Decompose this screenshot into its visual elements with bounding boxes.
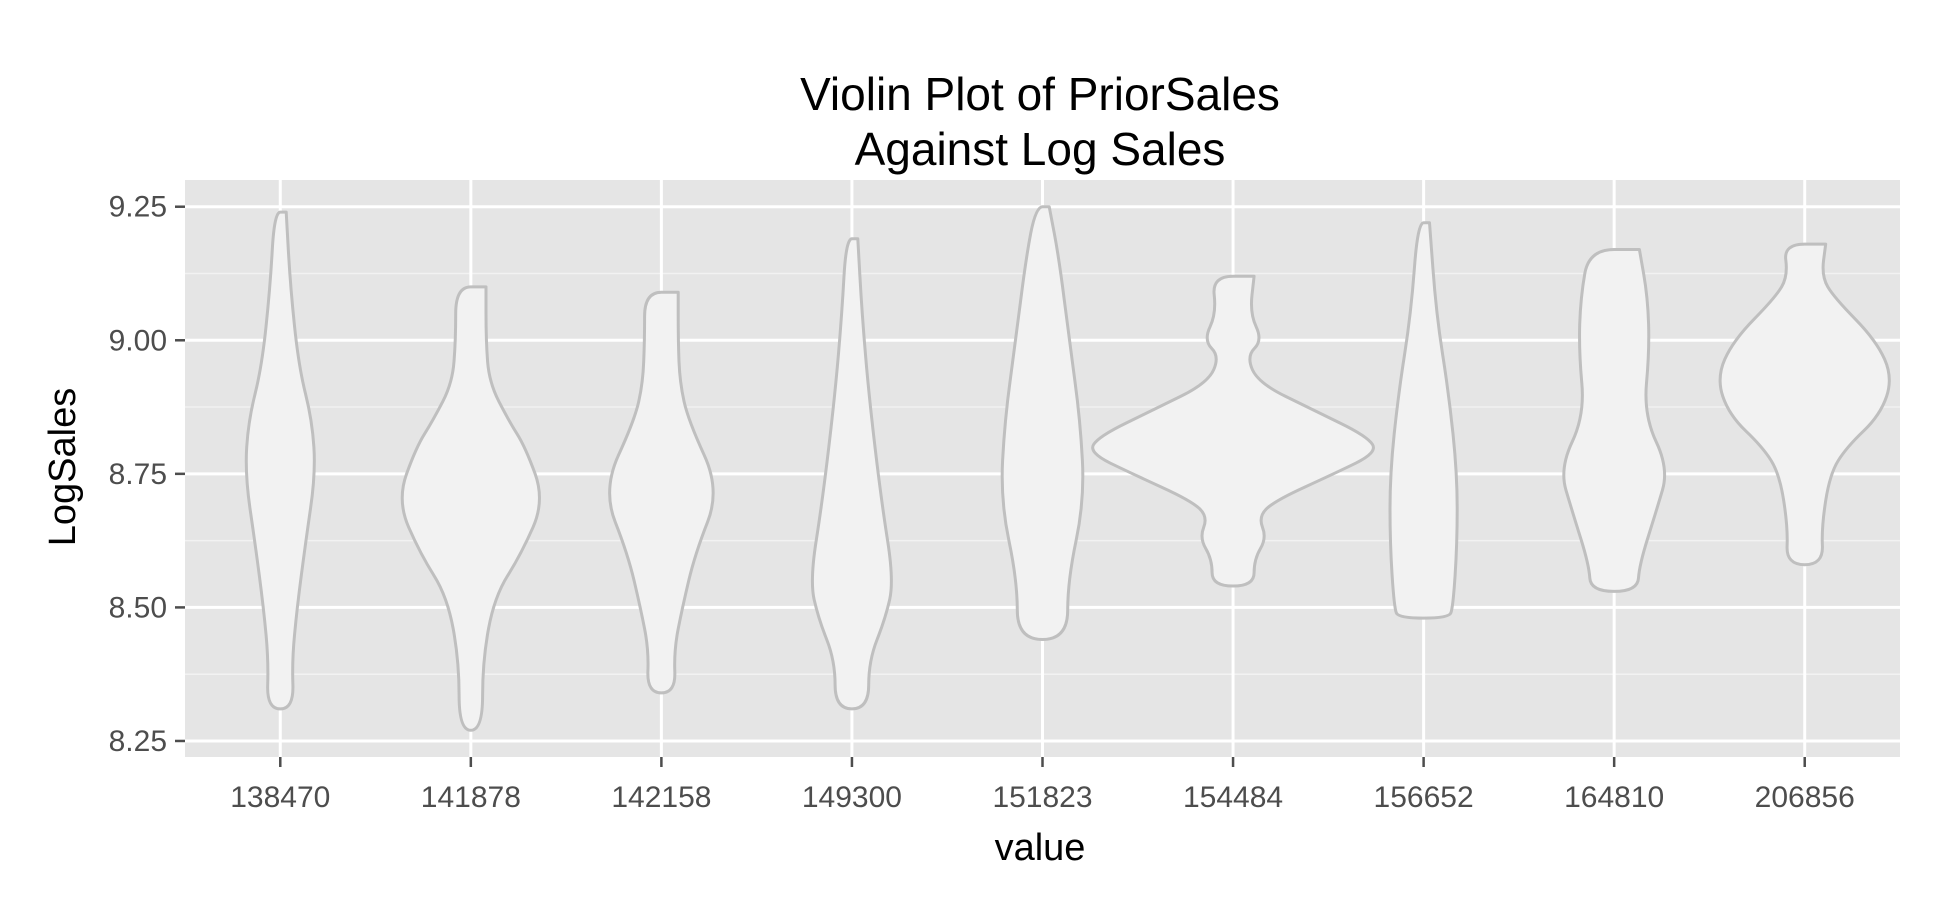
- x-axis: 138470 141878 142158 149300 151823 154484 1566…: [230, 757, 1855, 814]
- y-tick-label: 8.25: [109, 725, 167, 758]
- x-tick-label: 142158: [611, 781, 711, 814]
- violin-164810: [1562, 248, 1667, 593]
- violin-206856: [1718, 242, 1891, 567]
- violin-141878: [400, 285, 541, 732]
- violin-151823: [1000, 205, 1085, 641]
- x-tick-label: 156652: [1374, 781, 1474, 814]
- x-tick-label: 141878: [421, 781, 521, 814]
- y-tick-label: 9.25: [109, 191, 167, 224]
- x-tick-label: 206856: [1755, 781, 1855, 814]
- x-tick-label: 138470: [230, 781, 330, 814]
- x-axis-title: value: [995, 827, 1086, 869]
- y-tick-label: 8.75: [109, 458, 167, 491]
- violin-154484: [1091, 274, 1375, 588]
- violin-142158: [608, 290, 715, 695]
- x-tick-label: 164810: [1564, 781, 1664, 814]
- y-axis: 8.25 8.50 8.75 9.00 9.25: [109, 191, 185, 758]
- violins: [244, 205, 1891, 732]
- x-tick-label: 149300: [802, 781, 902, 814]
- y-tick-label: 9.00: [109, 324, 167, 357]
- y-axis-title: LogSales: [42, 388, 84, 546]
- x-tick-label: 154484: [1183, 781, 1283, 814]
- violin-138470: [244, 210, 316, 711]
- chart-title-line-2: Against Log Sales: [855, 123, 1226, 175]
- violin-149300: [810, 237, 893, 711]
- x-tick-label: 151823: [992, 781, 1092, 814]
- y-tick-label: 8.50: [109, 591, 167, 624]
- violin-156652: [1388, 221, 1459, 620]
- chart-title-line-1: Violin Plot of PriorSales: [800, 68, 1280, 120]
